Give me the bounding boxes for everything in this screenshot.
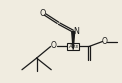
FancyBboxPatch shape [67, 43, 79, 50]
Text: Abs: Abs [68, 44, 78, 49]
Polygon shape [72, 32, 75, 50]
Text: O: O [51, 41, 57, 50]
Text: O: O [101, 37, 107, 46]
Text: N: N [73, 27, 79, 36]
Text: O: O [39, 9, 46, 18]
